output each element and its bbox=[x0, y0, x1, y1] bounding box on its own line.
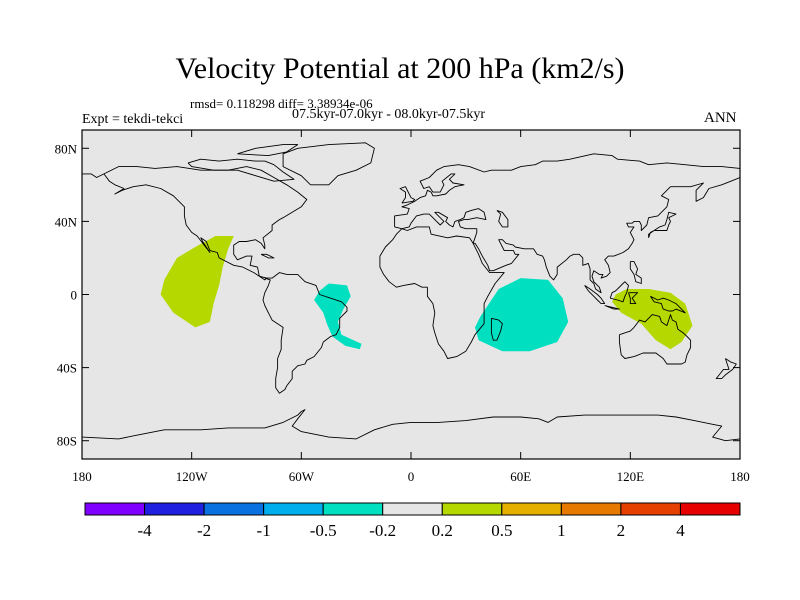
colorbar-label: -0.2 bbox=[369, 521, 396, 540]
colorbar-swatch bbox=[560, 502, 622, 516]
lon-tick-label: 60E bbox=[510, 469, 531, 484]
coastline bbox=[490, 317, 503, 341]
coastline bbox=[187, 158, 295, 182]
coastline bbox=[604, 305, 620, 310]
colorbar-legend: -4 -2 -1 -0.5 -0.2 0.2 0.5 1 2 4 bbox=[84, 502, 741, 540]
colorbar-label: -2 bbox=[197, 521, 211, 540]
lon-tick-label: 120W bbox=[176, 469, 209, 484]
coastline bbox=[394, 153, 740, 227]
lon-tick-label: 120E bbox=[617, 469, 645, 484]
season-label: ANN bbox=[704, 110, 737, 126]
lat-tick-label: 40N bbox=[55, 214, 78, 229]
coastline bbox=[82, 173, 105, 178]
anomaly-layer bbox=[160, 236, 693, 352]
stats-text: rmsd= 0.118298 diff= 3.38934e-06 bbox=[190, 96, 373, 111]
colorbar-label: -0.5 bbox=[310, 521, 337, 540]
coastline bbox=[618, 314, 692, 365]
coastline bbox=[609, 281, 629, 303]
colorbar-label: -1 bbox=[257, 521, 271, 540]
coastline-layer bbox=[82, 142, 740, 442]
coastline bbox=[379, 226, 505, 359]
coastline bbox=[394, 177, 740, 294]
coastline bbox=[82, 409, 740, 442]
coastline bbox=[237, 144, 299, 157]
coastline bbox=[262, 272, 348, 394]
coastline bbox=[496, 209, 509, 228]
colorbar-swatch bbox=[679, 502, 741, 516]
coastline bbox=[650, 295, 686, 314]
lat-tick-label: 40S bbox=[57, 361, 77, 376]
south-atlantic-negative-anomaly bbox=[314, 283, 362, 350]
coastline bbox=[715, 358, 737, 380]
colorbar-label: 4 bbox=[676, 521, 685, 540]
colorbar-swatch bbox=[501, 502, 562, 516]
colorbar-label: 0.5 bbox=[491, 521, 512, 540]
colorbar-swatch bbox=[84, 502, 146, 516]
lat-tick-label: 80N bbox=[55, 141, 78, 156]
east-pacific-positive-anomaly bbox=[160, 236, 234, 328]
colorbar-swatch bbox=[322, 502, 384, 516]
colorbar-label: 0.2 bbox=[432, 521, 453, 540]
experiment-label: Expt = tekdi-tekci bbox=[82, 112, 184, 127]
coastline bbox=[628, 292, 639, 305]
colorbar-swatch bbox=[441, 502, 503, 516]
colorbar-label: 2 bbox=[617, 521, 626, 540]
colorbar-swatch bbox=[203, 502, 265, 516]
colorbar-swatch bbox=[382, 502, 443, 516]
lon-tick-label: 180 bbox=[730, 469, 750, 484]
coastline bbox=[629, 261, 642, 284]
coastline bbox=[399, 186, 416, 204]
lat-tick-label: 0 bbox=[71, 288, 78, 303]
coastline bbox=[103, 166, 308, 281]
coastline bbox=[282, 142, 375, 186]
coastline bbox=[260, 253, 275, 259]
period-text: 07.5kyr-07.0kyr - 08.0kyr-07.5kyr bbox=[292, 107, 486, 122]
lat-tick-label: 80S bbox=[57, 434, 77, 449]
colorbar-swatch bbox=[144, 502, 205, 516]
colorbar-swatch bbox=[263, 502, 324, 516]
axis-ticks: 180 120W 60W 0 60E 120E 180 80N 40N 0 40S 80S bbox=[55, 130, 750, 484]
coastline bbox=[584, 285, 606, 305]
lon-tick-label: 180 bbox=[72, 469, 92, 484]
colorbar-label: -4 bbox=[137, 521, 152, 540]
colorbar-label: 1 bbox=[557, 521, 566, 540]
indian-ocean-negative-anomaly bbox=[475, 278, 569, 352]
coastline bbox=[648, 211, 677, 238]
lon-tick-label: 0 bbox=[408, 469, 415, 484]
colorbar-swatch bbox=[620, 502, 681, 516]
lon-tick-label: 60W bbox=[289, 469, 315, 484]
maritime-continent-positive-anomaly bbox=[612, 289, 693, 350]
plot-title: Velocity Potential at 200 hPa (km2/s) bbox=[175, 52, 625, 85]
